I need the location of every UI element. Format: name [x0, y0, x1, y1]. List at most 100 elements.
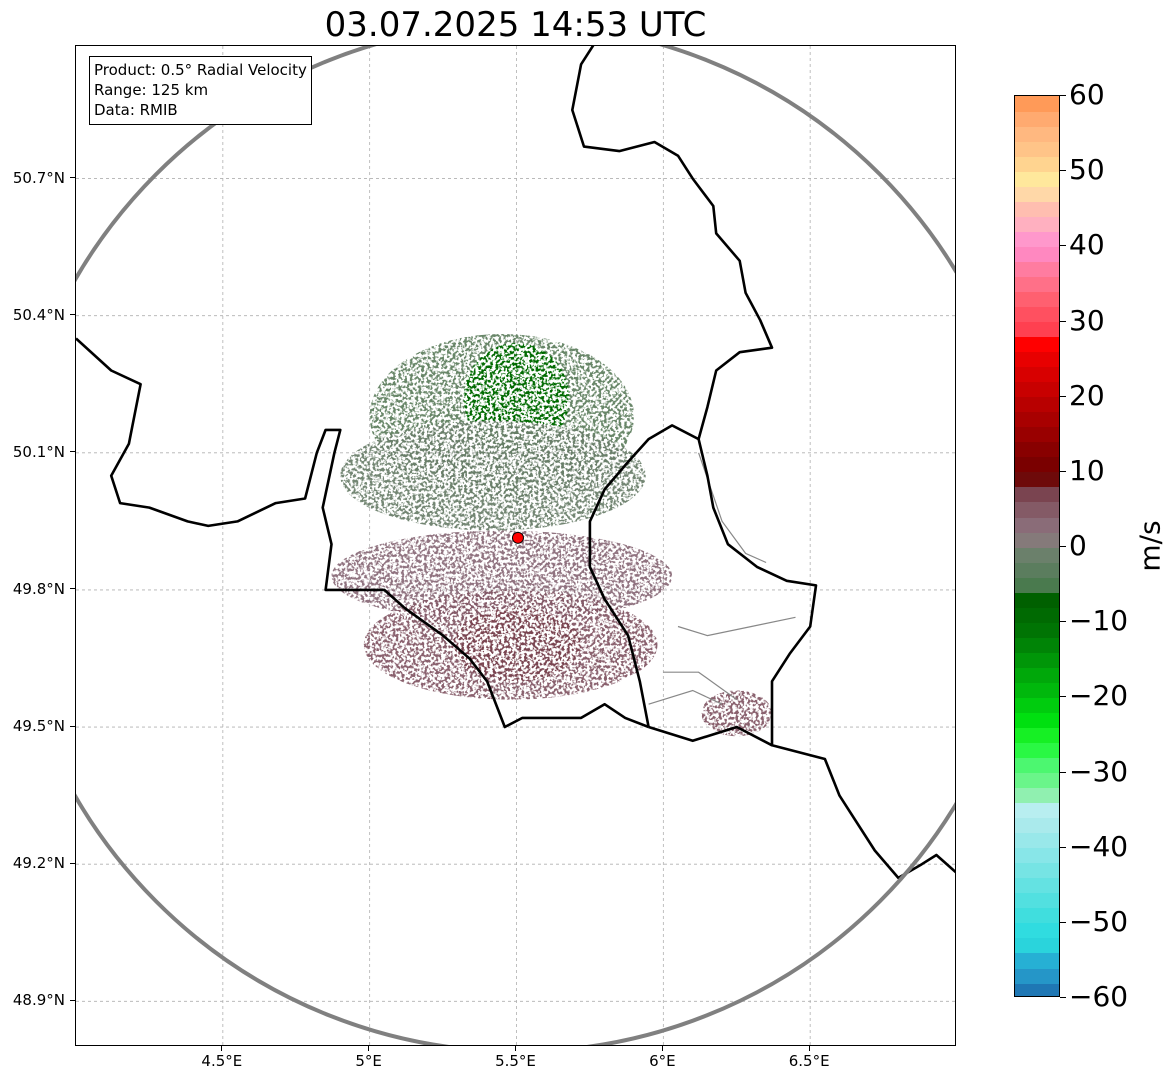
- colorbar-tick-label: 0: [1069, 529, 1087, 562]
- colorbar-segment: [1015, 817, 1059, 834]
- colorbar-segment: [1015, 982, 1059, 996]
- colorbar-tick-mark: [1060, 997, 1066, 998]
- colorbar-segment: [1015, 892, 1059, 909]
- colorbar-segment: [1015, 531, 1059, 548]
- x-tick-label: 4.5°E: [201, 1052, 243, 1070]
- colorbar-segment: [1015, 637, 1059, 653]
- colorbar-segment: [1015, 216, 1059, 232]
- x-tick-label: 5°E: [355, 1052, 382, 1070]
- x-tick-mark: [661, 1046, 663, 1051]
- colorbar-segment: [1015, 592, 1059, 608]
- colorbar-tick-mark: [1060, 395, 1066, 397]
- colorbar-segment: [1015, 126, 1059, 142]
- province-borders: [648, 452, 796, 705]
- map-gridlines: [76, 46, 955, 1045]
- y-tick-label: 49.5°N: [12, 717, 65, 736]
- colorbar-segment: [1015, 111, 1059, 127]
- colorbar-segment: [1015, 276, 1059, 293]
- colorbar: [1014, 95, 1060, 997]
- colorbar-segment: [1015, 772, 1059, 789]
- province-border-line: [648, 689, 723, 705]
- colorbar-segment: [1015, 321, 1059, 338]
- colorbar-segment: [1015, 952, 1059, 969]
- country-border-line: [648, 725, 773, 747]
- colorbar-tick-label: −60: [1069, 980, 1129, 1013]
- colorbar-tick-mark: [1060, 921, 1066, 923]
- info-product: Product: 0.5° Radial Velocity: [94, 61, 307, 79]
- y-tick-label: 48.9°N: [12, 991, 65, 1010]
- y-tick-label: 49.8°N: [12, 579, 65, 598]
- colorbar-segment: [1015, 351, 1059, 368]
- colorbar-segment: [1015, 577, 1059, 593]
- y-tick-label: 50.7°N: [12, 168, 65, 187]
- colorbar-segment: [1015, 516, 1059, 533]
- info-data-source: Data: RMIB: [94, 101, 178, 119]
- colorbar-tick-mark: [1060, 95, 1066, 96]
- x-tick-mark: [368, 1046, 370, 1051]
- colorbar-tick-label: 30: [1069, 303, 1105, 337]
- colorbar-segment: [1015, 922, 1059, 939]
- colorbar-tick-mark: [1060, 846, 1066, 848]
- colorbar-tick-label: 40: [1069, 228, 1105, 262]
- colorbar-tick-label: −50: [1069, 904, 1129, 938]
- product-info-box: Product: 0.5° Radial Velocity Range: 125…: [89, 56, 312, 125]
- colorbar-segment: [1015, 441, 1059, 458]
- colorbar-segment: [1015, 426, 1059, 443]
- colorbar-tick-label: −40: [1069, 829, 1129, 863]
- y-tick-label: 50.1°N: [12, 442, 65, 461]
- colorbar-segment: [1015, 862, 1059, 879]
- y-tick-mark: [70, 999, 75, 1001]
- x-tick-label: 6°E: [649, 1052, 676, 1070]
- colorbar-segment: [1015, 156, 1059, 172]
- colorbar-segment: [1015, 456, 1059, 473]
- colorbar-tick-label: 50: [1069, 153, 1105, 187]
- colorbar-segment: [1015, 697, 1059, 713]
- colorbar-segment: [1015, 261, 1059, 277]
- colorbar-segment: [1015, 501, 1059, 518]
- colorbar-tick-mark: [1060, 170, 1066, 172]
- colorbar-segment: [1015, 201, 1059, 217]
- colorbar-tick-label: 20: [1069, 378, 1105, 412]
- colorbar-tick-mark: [1060, 320, 1066, 322]
- colorbar-segment: [1015, 562, 1059, 578]
- colorbar-tick-label: −30: [1069, 754, 1129, 788]
- x-tick-label: 6.5°E: [788, 1052, 830, 1070]
- colorbar-tick-label: −10: [1069, 604, 1129, 638]
- colorbar-segment: [1015, 682, 1059, 698]
- colorbar-segment: [1015, 547, 1059, 563]
- radar-site-marker[interactable]: [511, 531, 524, 544]
- colorbar-segment: [1015, 186, 1059, 202]
- colorbar-segment: [1015, 486, 1059, 503]
- radar-map-canvas[interactable]: [76, 46, 956, 1046]
- colorbar-segment: [1015, 727, 1059, 744]
- y-tick-mark: [70, 588, 75, 590]
- y-tick-mark: [70, 177, 75, 179]
- colorbar-tick-label: 60: [1069, 78, 1105, 111]
- colorbar-segment: [1015, 246, 1059, 262]
- colorbar-segment: [1015, 306, 1059, 323]
- country-border-line: [697, 438, 955, 880]
- echo-region: [451, 608, 582, 682]
- colorbar-segment: [1015, 757, 1059, 774]
- colorbar-tick-mark: [1060, 696, 1066, 698]
- colorbar-segment: [1015, 742, 1059, 759]
- colorbar-segment: [1015, 171, 1059, 187]
- colorbar-tick-mark: [1060, 245, 1066, 247]
- colorbar-segment: [1015, 231, 1059, 247]
- y-tick-label: 50.4°N: [12, 305, 65, 324]
- colorbar-segment: [1015, 622, 1059, 638]
- radar-map-panel[interactable]: [75, 45, 956, 1046]
- colorbar-segment: [1015, 141, 1059, 157]
- colorbar-segment: [1015, 712, 1059, 728]
- colorbar-segment: [1015, 471, 1059, 488]
- y-tick-mark: [70, 862, 75, 864]
- echo-region: [701, 690, 772, 737]
- x-tick-mark: [515, 1046, 516, 1051]
- colorbar-segment: [1015, 802, 1059, 819]
- colorbar-segment: [1015, 366, 1059, 383]
- country-border-line: [571, 46, 774, 728]
- y-tick-mark: [70, 725, 75, 727]
- y-tick-mark: [70, 451, 75, 453]
- y-tick-label: 49.2°N: [12, 854, 65, 873]
- country-border-line: [76, 337, 650, 729]
